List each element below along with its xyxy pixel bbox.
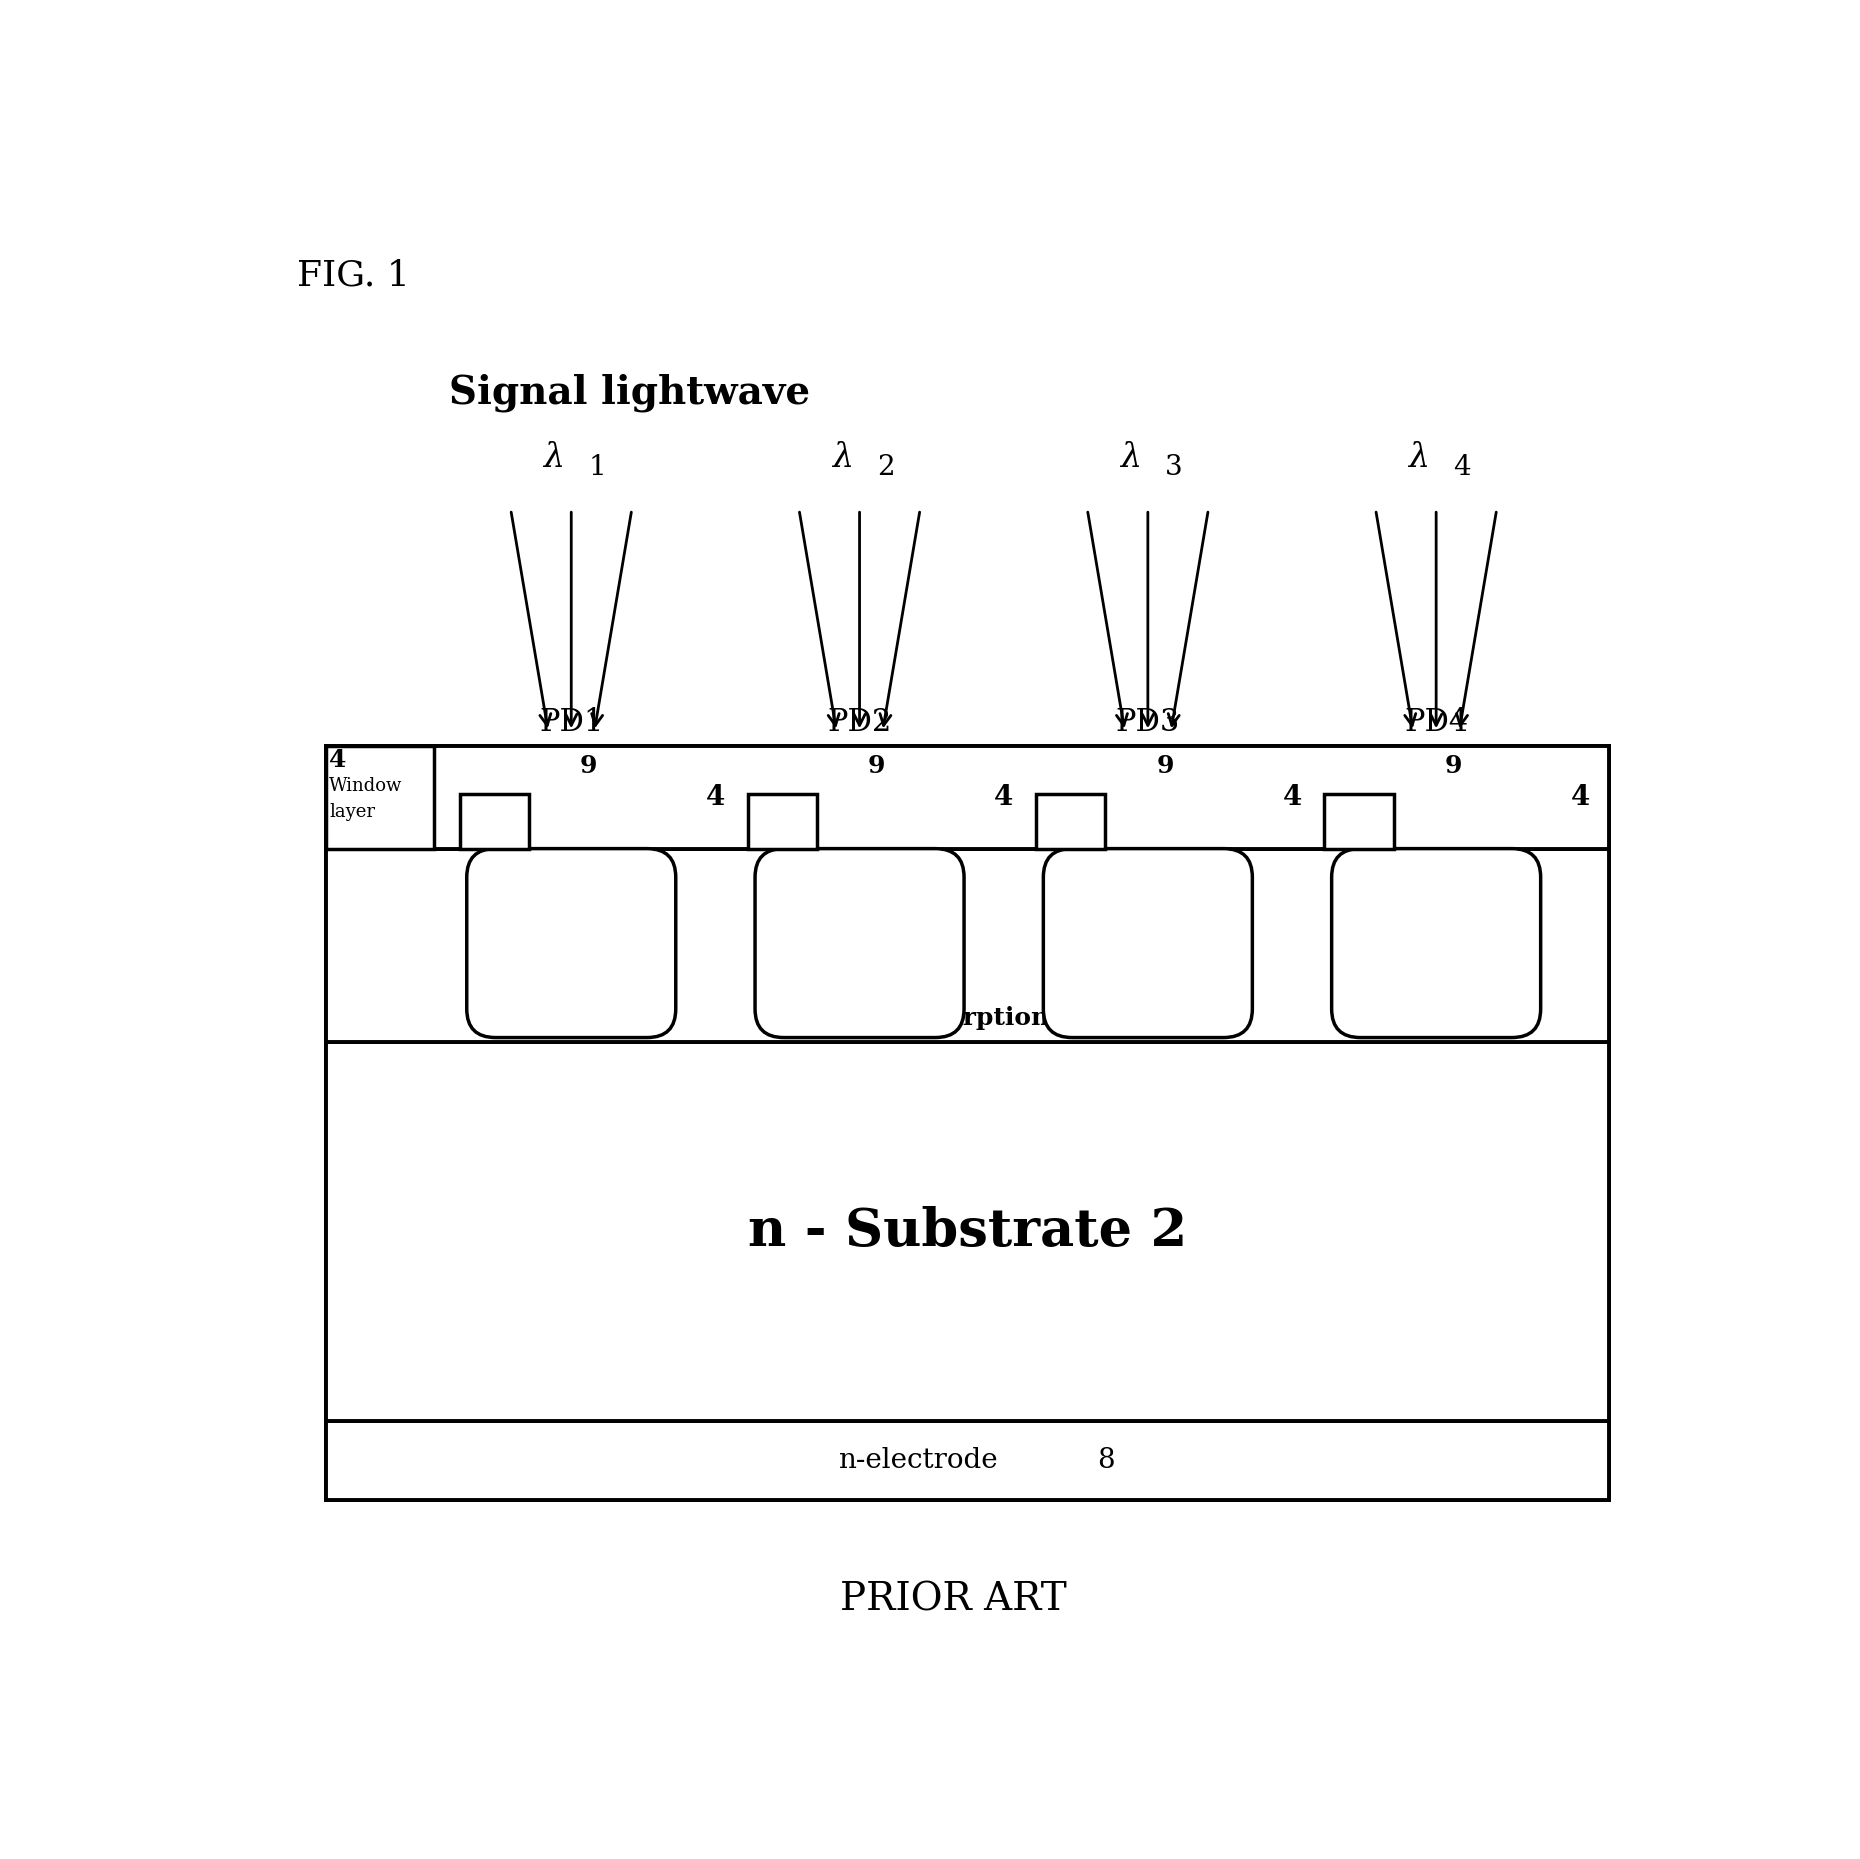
Text: 7: 7 — [774, 809, 790, 833]
Bar — [1036, 794, 1105, 848]
Bar — [326, 745, 433, 848]
Text: 1: 1 — [588, 454, 606, 481]
Text: 4: 4 — [705, 784, 725, 811]
Text: 6: 6 — [850, 993, 869, 1017]
Text: 5: 5 — [848, 924, 870, 956]
Text: 7: 7 — [1350, 809, 1367, 833]
Text: Signal lightwave: Signal lightwave — [448, 374, 809, 413]
Text: Absorption layer 3: Absorption layer 3 — [897, 1006, 1153, 1030]
Text: λ: λ — [543, 442, 565, 474]
Text: 6: 6 — [1138, 993, 1157, 1017]
Bar — [748, 794, 817, 848]
Text: 9: 9 — [580, 755, 597, 779]
Text: p-region: p-region — [1094, 870, 1189, 892]
Bar — [326, 745, 1609, 848]
Text: p-region: p-region — [517, 870, 612, 892]
Text: 7: 7 — [1062, 809, 1079, 833]
Text: 9: 9 — [1157, 755, 1174, 779]
Text: λ: λ — [831, 442, 854, 474]
Text: 5: 5 — [1136, 924, 1159, 956]
FancyBboxPatch shape — [755, 848, 963, 1037]
Text: 7: 7 — [485, 809, 502, 833]
Bar — [326, 1420, 1609, 1500]
Text: λ: λ — [1120, 442, 1142, 474]
Text: FIG. 1: FIG. 1 — [298, 258, 411, 294]
Text: 4: 4 — [329, 749, 346, 773]
FancyBboxPatch shape — [1043, 848, 1252, 1037]
Text: PD4: PD4 — [1404, 708, 1468, 738]
Text: 5: 5 — [1425, 924, 1447, 956]
Bar — [1324, 794, 1393, 848]
Text: λ: λ — [1408, 442, 1430, 474]
Text: n - Substrate 2: n - Substrate 2 — [748, 1206, 1187, 1257]
FancyBboxPatch shape — [1332, 848, 1540, 1037]
Text: PD1: PD1 — [539, 708, 603, 738]
Text: 3: 3 — [1164, 454, 1183, 481]
Text: 8: 8 — [1097, 1446, 1114, 1474]
Text: 4: 4 — [1453, 454, 1471, 481]
Text: PD2: PD2 — [828, 708, 891, 738]
Bar — [459, 794, 528, 848]
Text: 5: 5 — [560, 924, 582, 956]
Text: 6: 6 — [562, 993, 580, 1017]
Text: layer: layer — [329, 803, 376, 822]
Bar — [326, 745, 1609, 1500]
Text: 4: 4 — [993, 784, 1014, 811]
Text: 6: 6 — [1427, 993, 1445, 1017]
Text: 2: 2 — [876, 454, 895, 481]
Text: PD3: PD3 — [1116, 708, 1179, 738]
Text: 9: 9 — [869, 755, 885, 779]
Text: 9: 9 — [1445, 755, 1462, 779]
Text: n-electrode: n-electrode — [837, 1446, 997, 1474]
Text: Window: Window — [329, 777, 402, 796]
FancyBboxPatch shape — [467, 848, 675, 1037]
Text: 4: 4 — [1570, 784, 1590, 811]
Bar — [326, 1041, 1609, 1420]
Bar — [326, 848, 1609, 1041]
Text: PRIOR ART: PRIOR ART — [841, 1582, 1066, 1619]
Text: 4: 4 — [1282, 784, 1302, 811]
